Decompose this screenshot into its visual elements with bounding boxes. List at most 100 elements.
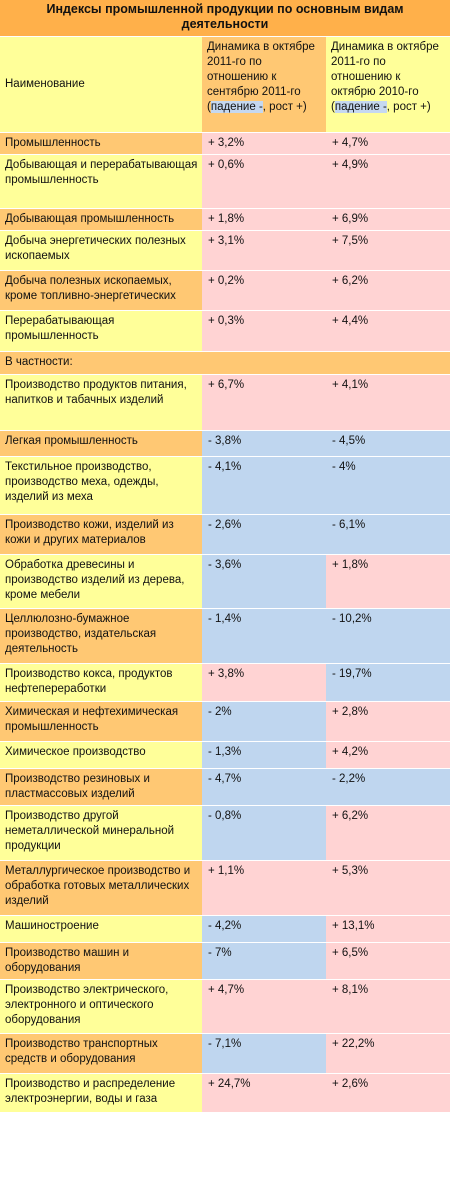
table-row: Производство транспортных средств и обор… [0, 1034, 450, 1074]
industrial-indices-table: Индексы промышленной продукции по основн… [0, 0, 450, 1113]
table-row: Химическое производство - 1,3% + 4,2% [0, 742, 450, 769]
header-year-legend-open: ( [331, 101, 335, 113]
row-name: Производство кокса, продуктов нефтеперер… [0, 664, 202, 702]
detail-rows: Производство продуктов питания, напитков… [0, 375, 450, 1113]
row-month-value: + 0,2% [202, 271, 326, 311]
row-year-value: - 4% [326, 457, 450, 515]
row-month-value: + 1,8% [202, 209, 326, 231]
header-row: Наименование Динамика в октябре 2011-го … [0, 37, 450, 133]
table-row: Производство другой неметаллической мине… [0, 806, 450, 861]
table-row: Текстильное производство, производство м… [0, 457, 450, 515]
row-year-value: + 6,2% [326, 271, 450, 311]
row-name: Машиностроение [0, 916, 202, 943]
row-year-value: - 2,2% [326, 769, 450, 806]
row-year-value: + 4,2% [326, 742, 450, 769]
row-name: Производство электрического, электронног… [0, 980, 202, 1034]
legend-rise: рост + [269, 101, 303, 113]
table-row: Производство кожи, изделий из кожи и дру… [0, 515, 450, 555]
table-row: Легкая промышленность - 3,8% - 4,5% [0, 431, 450, 457]
row-month-value: - 2,6% [202, 515, 326, 555]
row-name: Добывающая промышленность [0, 209, 202, 231]
section-rows: В частности: [0, 352, 450, 375]
legend-sep: , [262, 101, 270, 113]
row-name: Химическое производство [0, 742, 202, 769]
row-month-value: + 6,7% [202, 375, 326, 431]
table-row: Производство резиновых и пластмассовых и… [0, 769, 450, 806]
row-year-value: - 4,5% [326, 431, 450, 457]
row-name: Добыча полезных ископаемых, кроме топлив… [0, 271, 202, 311]
row-month-value: + 0,3% [202, 311, 326, 352]
row-month-value: - 7,1% [202, 1034, 326, 1074]
table-row: Производство машин и оборудования - 7% + 6… [0, 943, 450, 980]
row-month-value: + 4,7% [202, 980, 326, 1034]
header-month-dynamics: Динамика в октябре 2011-го по отношению … [202, 37, 326, 133]
row-year-value: + 1,8% [326, 555, 450, 609]
table-row: Добывающая промышленность + 1,8% + 6,9% [0, 209, 450, 231]
row-name: Металлургическое производство и обработк… [0, 861, 202, 916]
table-row: Производство кокса, продуктов нефтеперер… [0, 664, 450, 702]
row-name: Производство другой неметаллической мине… [0, 806, 202, 861]
row-name: Производство транспортных средств и обор… [0, 1034, 202, 1074]
section-label: В частности: [0, 352, 450, 375]
row-month-value: - 4,2% [202, 916, 326, 943]
row-year-value: + 4,9% [326, 155, 450, 209]
table-row: Производство и распределение электроэнер… [0, 1074, 450, 1113]
row-month-value: - 2% [202, 702, 326, 742]
row-year-value: + 6,5% [326, 943, 450, 980]
row-name: Легкая промышленность [0, 431, 202, 457]
legend-fall: падение - [334, 101, 387, 113]
legend-rise: рост + [393, 101, 427, 113]
row-month-value: - 1,3% [202, 742, 326, 769]
table-row: Производство электрического, электронног… [0, 980, 450, 1034]
row-month-value: + 3,1% [202, 231, 326, 271]
row-year-value: + 2,6% [326, 1074, 450, 1113]
row-month-value: - 4,7% [202, 769, 326, 806]
row-year-value: + 8,1% [326, 980, 450, 1034]
header-name: Наименование [0, 37, 202, 133]
row-name: Обработка древесины и производство издел… [0, 555, 202, 609]
legend-sep: , [386, 101, 394, 113]
table-row: Металлургическое производство и обработк… [0, 861, 450, 916]
row-month-value: + 0,6% [202, 155, 326, 209]
row-name: Производство кожи, изделий из кожи и дру… [0, 515, 202, 555]
row-month-value: + 1,1% [202, 861, 326, 916]
section-row: В частности: [0, 352, 450, 375]
row-year-value: - 19,7% [326, 664, 450, 702]
row-name: Производство машин и оборудования [0, 943, 202, 980]
table-row: Добывающая и перерабатывающая промышленн… [0, 155, 450, 209]
row-month-value: + 3,8% [202, 664, 326, 702]
table-row: Добыча полезных ископаемых, кроме топлив… [0, 271, 450, 311]
row-month-value: - 0,8% [202, 806, 326, 861]
header-year-legend-close: ) [426, 101, 431, 113]
row-month-value: - 1,4% [202, 609, 326, 664]
row-month-value: - 3,8% [202, 431, 326, 457]
header-year-dynamics: Динамика в октябре 2011-го по отношению … [326, 37, 450, 133]
row-year-value: + 4,4% [326, 311, 450, 352]
row-month-value: + 3,2% [202, 133, 326, 155]
row-name: Промышленность [0, 133, 202, 155]
row-year-value: - 6,1% [326, 515, 450, 555]
row-name: Производство продуктов питания, напитков… [0, 375, 202, 431]
row-year-value: + 7,5% [326, 231, 450, 271]
row-year-value: + 5,3% [326, 861, 450, 916]
table-title: Индексы промышленной продукции по основн… [0, 0, 450, 37]
legend-fall: падение - [210, 101, 263, 113]
row-year-value: + 2,8% [326, 702, 450, 742]
table-row: Промышленность + 3,2% + 4,7% [0, 133, 450, 155]
row-year-value: + 4,1% [326, 375, 450, 431]
row-name: Производство и распределение электроэнер… [0, 1074, 202, 1113]
table-row: Производство продуктов питания, напитков… [0, 375, 450, 431]
table-row: Добыча энергетических полезных ископаемы… [0, 231, 450, 271]
row-year-value: + 6,2% [326, 806, 450, 861]
table-row: Целлюлозно-бумажное производство, издате… [0, 609, 450, 664]
row-name: Текстильное производство, производство м… [0, 457, 202, 515]
row-name: Добыча энергетических полезных ископаемы… [0, 231, 202, 271]
main-rows: Промышленность + 3,2% + 4,7% Добывающая и п… [0, 133, 450, 352]
row-month-value: + 24,7% [202, 1074, 326, 1113]
row-name: Добывающая и перерабатывающая промышленн… [0, 155, 202, 209]
row-year-value: + 13,1% [326, 916, 450, 943]
row-month-value: - 7% [202, 943, 326, 980]
title-row: Индексы промышленной продукции по основн… [0, 0, 450, 37]
row-year-value: + 6,9% [326, 209, 450, 231]
row-year-value: + 4,7% [326, 133, 450, 155]
